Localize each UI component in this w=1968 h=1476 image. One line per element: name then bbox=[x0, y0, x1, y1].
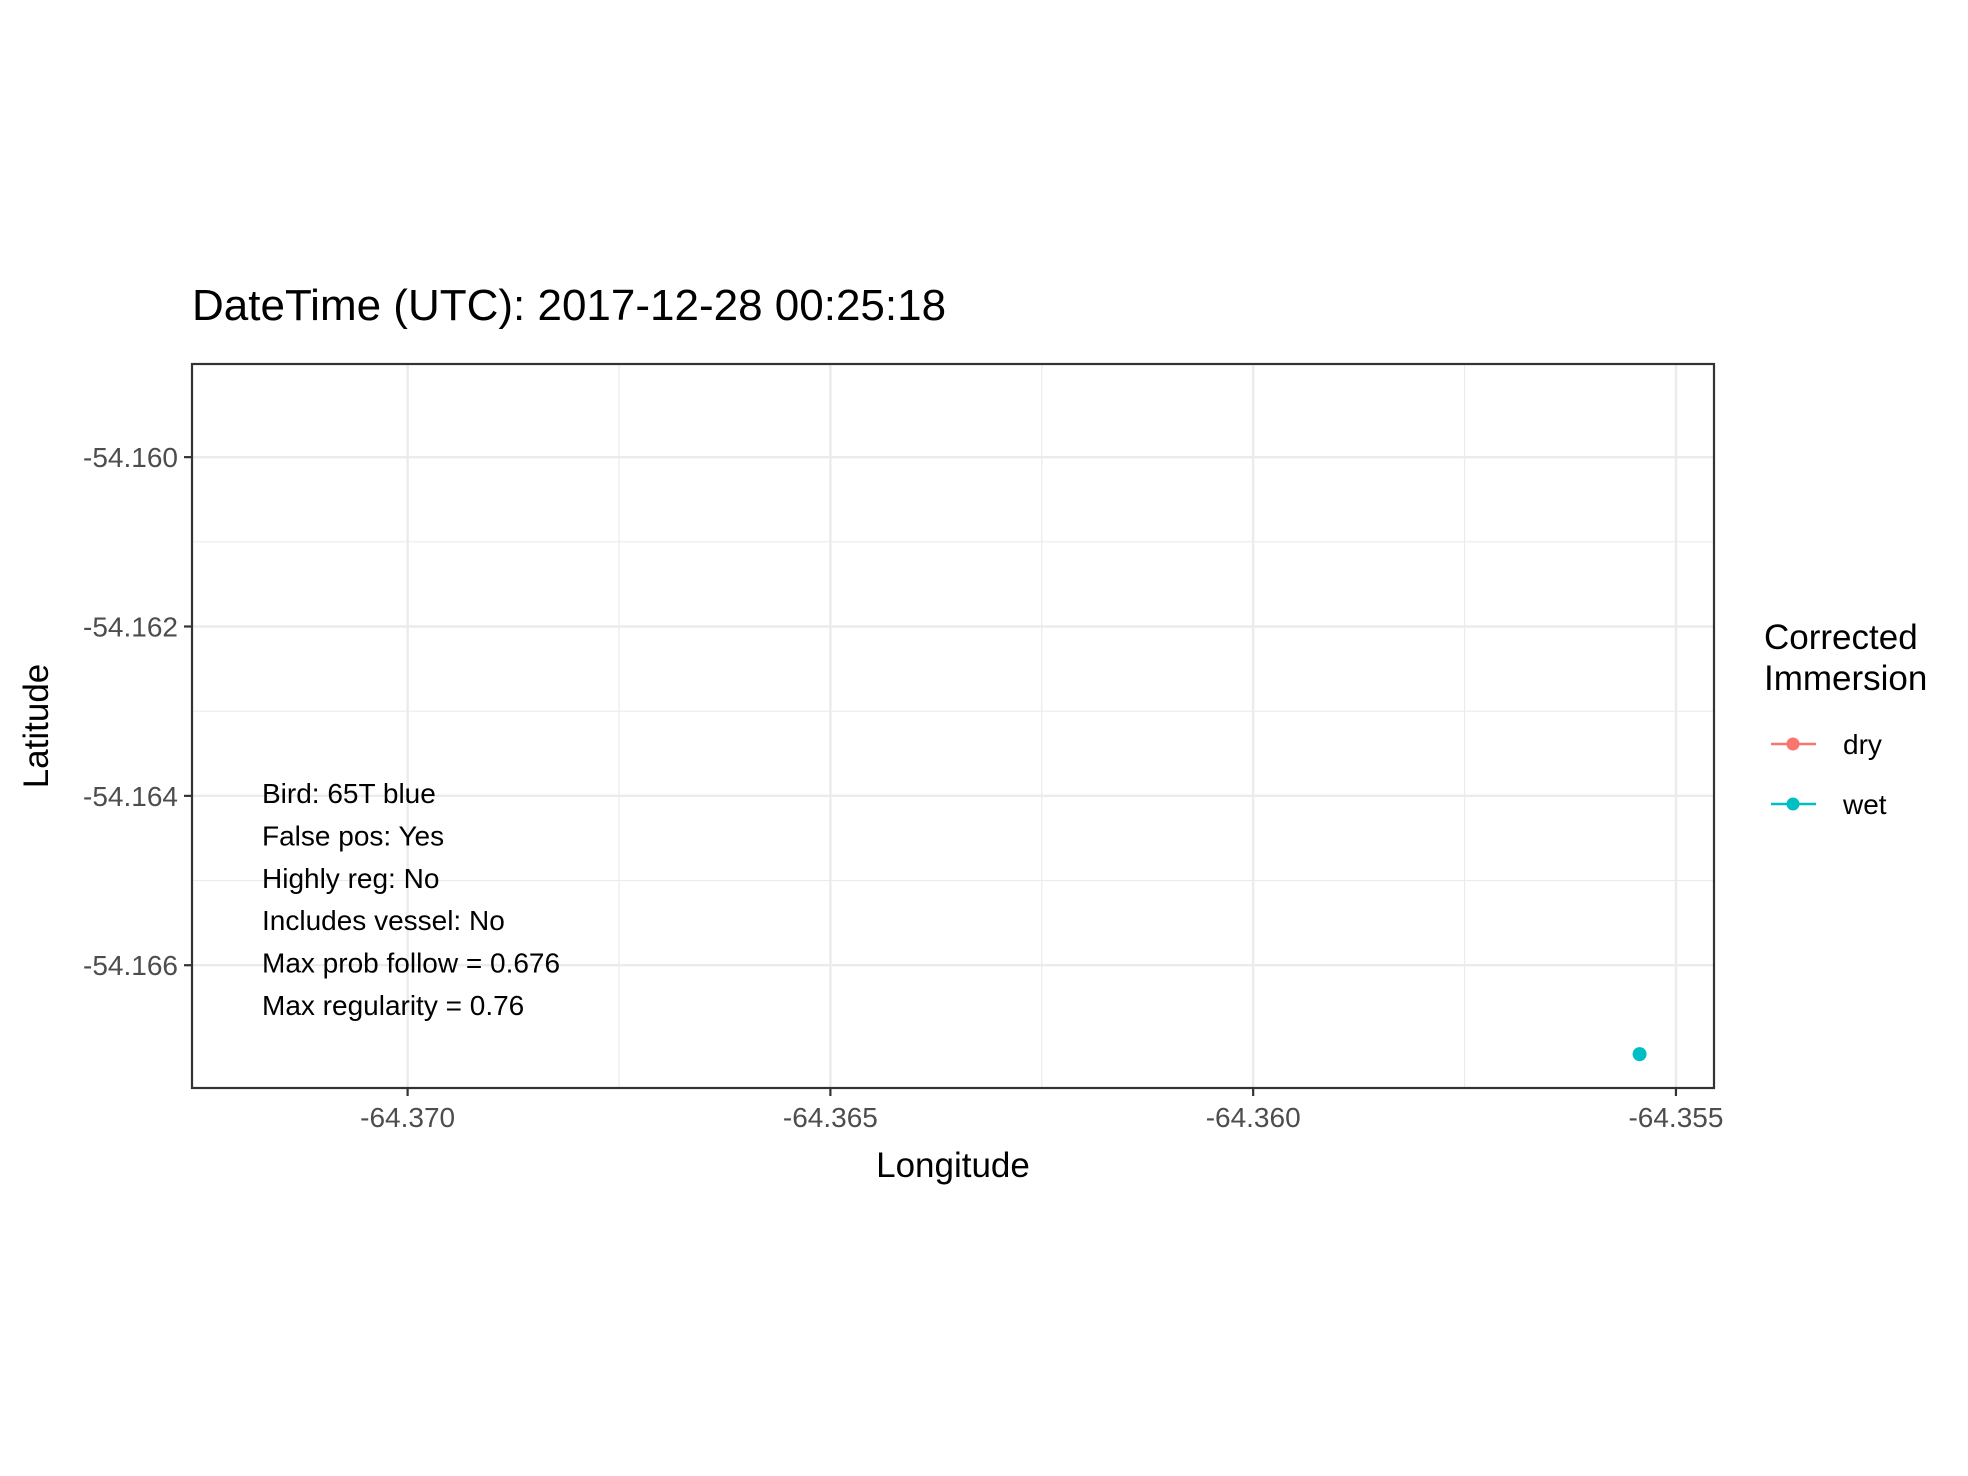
x-tick-label: -64.365 bbox=[783, 1102, 878, 1133]
legend-label-wet: wet bbox=[1842, 789, 1887, 820]
annotation-line: False pos: Yes bbox=[262, 820, 444, 851]
grid-lines bbox=[192, 364, 1714, 1088]
legend-label-dry: dry bbox=[1843, 729, 1882, 760]
x-tick-label: -64.370 bbox=[360, 1102, 455, 1133]
y-tick-label: -54.162 bbox=[83, 612, 178, 643]
y-axis: -54.160 -54.162 -54.164 -54.166 bbox=[83, 442, 192, 981]
y-axis-title: Latitude bbox=[17, 664, 56, 789]
data-points bbox=[1632, 1047, 1647, 1062]
panel-border bbox=[190, 362, 1716, 1090]
legend-key-point bbox=[1786, 797, 1800, 811]
legend-key-point bbox=[1786, 737, 1800, 751]
annotation-line: Includes vessel: No bbox=[262, 905, 505, 936]
annotation-line: Bird: 65T blue bbox=[262, 778, 436, 809]
y-tick-label: -54.166 bbox=[83, 950, 178, 981]
annotation-block: Bird: 65T blue False pos: Yes Highly reg: … bbox=[262, 778, 560, 1021]
chart-title: DateTime (UTC): 2017-12-28 00:25:18 bbox=[192, 281, 946, 330]
annotation-line: Highly reg: No bbox=[262, 863, 439, 894]
legend-title: Corrected bbox=[1764, 618, 1918, 657]
x-tick-label: -64.360 bbox=[1206, 1102, 1301, 1133]
data-point-wet bbox=[1632, 1047, 1647, 1062]
annotation-line: Max prob follow = 0.676 bbox=[262, 948, 560, 979]
x-tick-label: -64.355 bbox=[1628, 1102, 1723, 1133]
x-axis: -64.370 -64.365 -64.360 -64.355 bbox=[360, 1088, 1723, 1133]
y-tick-label: -54.160 bbox=[83, 442, 178, 473]
legend-title: Immersion bbox=[1764, 659, 1927, 698]
annotation-line: Max regularity = 0.76 bbox=[262, 990, 524, 1021]
y-tick-label: -54.164 bbox=[83, 781, 178, 812]
x-axis-title: Longitude bbox=[876, 1146, 1030, 1185]
